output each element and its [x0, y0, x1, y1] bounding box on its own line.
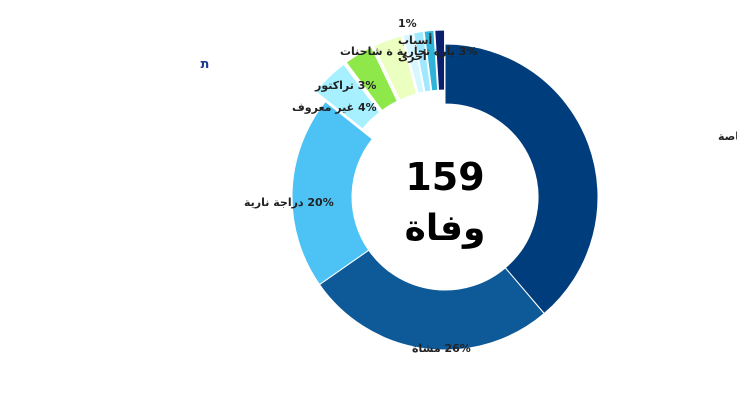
donut-slice-8	[423, 29, 439, 92]
label-motorcycle: 20% دراجة نارية	[244, 196, 334, 209]
donut-slice-6	[402, 32, 425, 95]
label-commercial-vehicle: 3% يارة تجارية ة شاحنات	[340, 45, 477, 58]
label-other-line1: أسباب	[398, 33, 432, 47]
center-total-value: 159	[405, 155, 484, 199]
donut-slice-7	[412, 30, 432, 93]
label-pedestrians: 26% مشاة	[412, 342, 471, 355]
decorative-glyph: ת	[201, 57, 210, 72]
donut-slice-5	[373, 35, 418, 101]
label-unknown: 4% غير معروف	[292, 101, 377, 114]
center-total-unit: وفاة	[405, 208, 486, 249]
donut-slice-4	[345, 46, 399, 112]
label-tractor: 3% تراكتور	[314, 79, 376, 92]
label-other-percent: 1%	[398, 17, 417, 30]
label-private-car: 38% سيارة خاصة	[718, 130, 737, 143]
donut-slice-0	[444, 43, 599, 315]
donut-slice-3	[314, 63, 381, 130]
donut-slice-1	[318, 249, 545, 351]
label-other-line2: أخرى	[398, 49, 427, 63]
donut-slice-9	[434, 29, 446, 91]
donut-slice-2	[291, 100, 373, 286]
